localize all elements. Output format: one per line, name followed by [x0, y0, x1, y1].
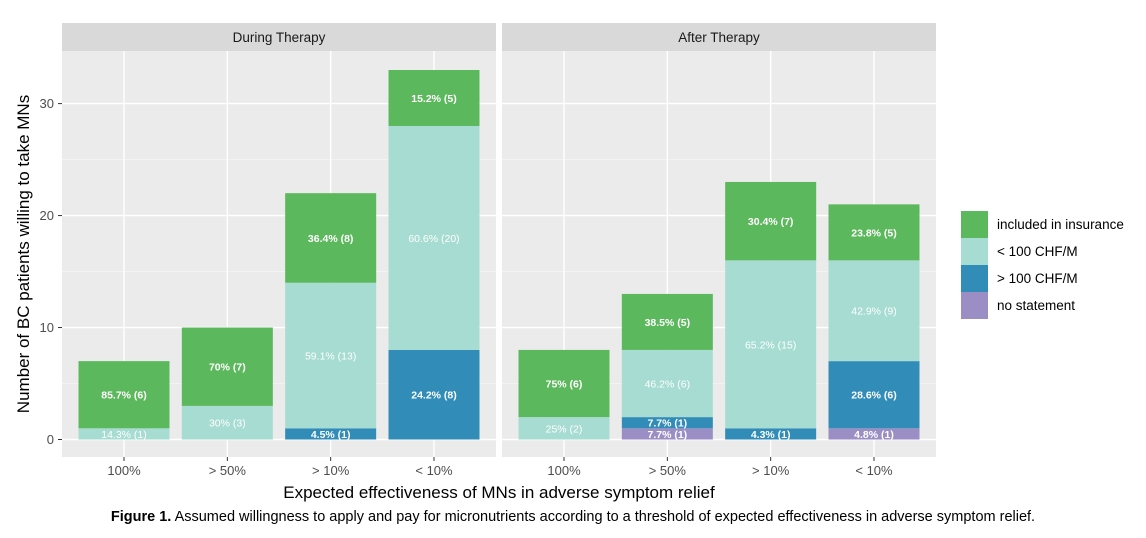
bar-segment-lt100: [518, 417, 610, 440]
bar-segment-label: 59.1% (13): [305, 351, 356, 363]
bar-segment-label: 7.7% (1): [647, 429, 687, 441]
x-tick-label: > 50%: [209, 463, 247, 478]
bar-segment-label: 24.2% (8): [411, 390, 457, 402]
figure-caption: Figure 1. Assumed willingness to apply a…: [0, 509, 1146, 525]
bar-segment-nostatement: [621, 428, 713, 440]
bar-segment-insurance: [388, 70, 480, 126]
bar-segment-lt100: [181, 405, 273, 440]
bar-segment-gt100: [725, 428, 817, 440]
x-tick-label: 100%: [547, 463, 581, 478]
bar-segment-label: 46.2% (6): [645, 379, 691, 391]
bar-segment-label: 7.7% (1): [647, 418, 687, 430]
bar-segment-lt100: [621, 349, 713, 418]
bar-segment-label: 23.8% (5): [851, 227, 897, 239]
x-tick-label: < 10%: [415, 463, 453, 478]
legend-label-insurance: included in insurance: [997, 217, 1124, 232]
caption-text: Assumed willingness to apply and pay for…: [171, 509, 1036, 525]
bar-segment-lt100: [78, 428, 170, 440]
bar-segment-insurance: [181, 327, 273, 406]
x-axis-title: Expected effectiveness of MNs in adverse…: [283, 483, 715, 502]
bar-segment-label: 75% (6): [546, 379, 583, 391]
bar-segment-lt100: [725, 260, 817, 429]
bar-segment-insurance: [78, 361, 170, 429]
bar-segment-label: 36.4% (8): [308, 233, 354, 245]
faceted-stacked-bar-chart: During Therapy 14.3% (1) 85.7% (6) 30% (3) 7…: [14, 23, 1124, 502]
panel-strip-2: [502, 23, 936, 51]
bar-segment-insurance: [518, 349, 610, 418]
panel-strip-1: [62, 23, 496, 51]
bar-segment-label: 28.6% (6): [851, 390, 897, 402]
bar-segment-gt100: [621, 417, 713, 429]
bar-segment-insurance: [725, 181, 817, 261]
bar-segment-insurance: [285, 193, 377, 283]
bar-segment-lt100: [388, 125, 480, 350]
bar-segment-label: 4.3% (1): [751, 429, 791, 441]
x-tick-label: > 10%: [752, 463, 790, 478]
y-tick-label: 10: [40, 320, 54, 335]
bar-segment-label: 42.9% (9): [851, 306, 897, 318]
bar-segment-nostatement: [828, 428, 920, 440]
x-tick-label: > 10%: [312, 463, 350, 478]
legend-label-lt100: < 100 CHF/M: [997, 244, 1078, 259]
legend-label-gt100: > 100 CHF/M: [997, 271, 1078, 286]
panel-title-1: During Therapy: [233, 30, 326, 45]
bar-segment-label: 65.2% (15): [745, 339, 796, 351]
bar-segment-label: 4.5% (1): [311, 429, 351, 441]
x-tick-label: > 50%: [649, 463, 687, 478]
legend-swatch-lt100: [961, 238, 988, 265]
legend-swatch-insurance: [961, 211, 988, 238]
bar-segment-gt100: [388, 349, 480, 440]
bar-segment-lt100: [285, 282, 377, 429]
bar-segment-lt100: [828, 260, 920, 362]
legend-label-nostatement: no statement: [997, 298, 1075, 313]
bar-segment-label: 85.7% (6): [101, 390, 147, 402]
bar-segment-label: 38.5% (5): [645, 317, 691, 329]
bar-segment-label: 30% (3): [209, 418, 246, 430]
y-tick-label: 30: [40, 96, 54, 111]
bar-segment-label: 25% (2): [546, 423, 583, 435]
bar-segment-gt100: [285, 428, 377, 440]
caption-prefix: Figure 1.: [110, 509, 172, 525]
legend-swatch-nostatement: [961, 292, 988, 319]
bar-segment-label: 15.2% (5): [411, 93, 457, 105]
bar-segment-insurance: [621, 293, 713, 350]
bar-segment-label: 30.4% (7): [748, 216, 794, 228]
x-tick-label: < 10%: [855, 463, 893, 478]
bar-segment-label: 70% (7): [209, 362, 246, 374]
bar-segment-label: 60.6% (20): [408, 233, 459, 245]
bar-segment-label: 14.3% (1): [101, 429, 147, 441]
y-tick-label: 0: [47, 432, 54, 447]
y-tick-label: 20: [40, 208, 54, 223]
panel-title-2: After Therapy: [678, 30, 760, 45]
legend-swatch-gt100: [961, 265, 988, 292]
y-axis-title: Number of BC patients willing to take MN…: [14, 95, 33, 413]
x-tick-label: 100%: [107, 463, 141, 478]
bar-segment-insurance: [828, 204, 920, 261]
bar-segment-gt100: [828, 361, 920, 429]
bar-segment-label: 4.8% (1): [854, 429, 894, 441]
